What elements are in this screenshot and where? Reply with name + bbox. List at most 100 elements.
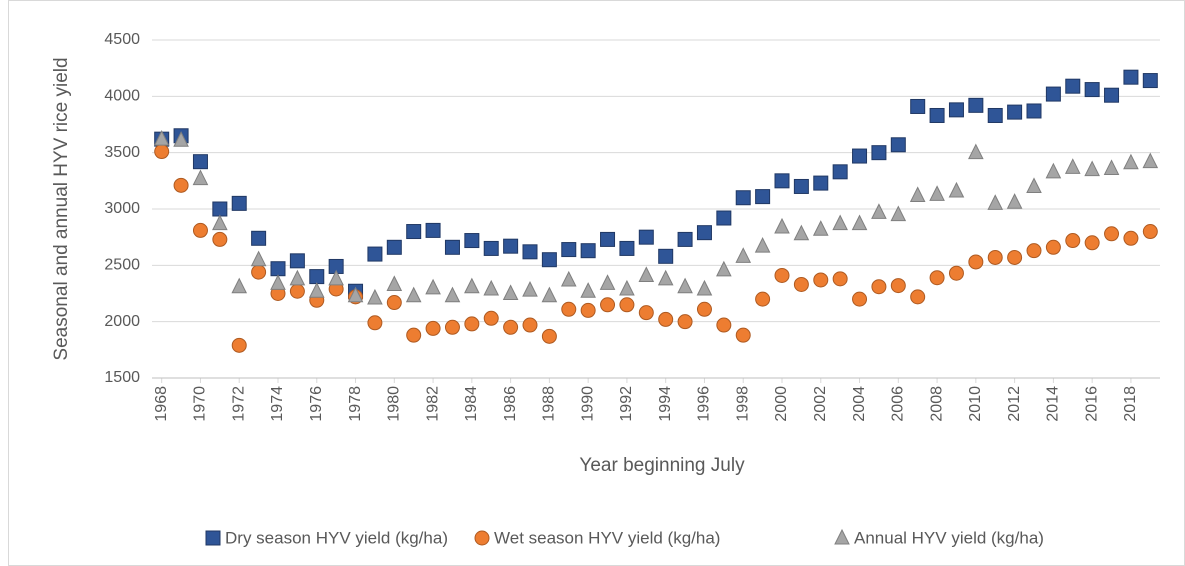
data-point [658, 311, 674, 327]
data-point [444, 319, 460, 335]
data-point [793, 224, 810, 241]
data-point [1084, 160, 1100, 177]
data-point [1007, 104, 1023, 120]
data-point [1045, 86, 1061, 102]
data-point [987, 249, 1003, 265]
data-point [153, 130, 170, 146]
data-point [755, 291, 771, 307]
x-tick-label: 1988 [541, 386, 558, 422]
x-tick-label: 1984 [463, 386, 480, 422]
data-point [483, 240, 499, 256]
data-point [929, 107, 945, 123]
data-point [657, 269, 674, 286]
x-tick-label: 1980 [386, 386, 403, 422]
x-tick-label: 1992 [618, 386, 635, 422]
data-point [212, 214, 228, 231]
data-point [1103, 159, 1120, 175]
data-point [386, 295, 402, 311]
data-point [231, 195, 247, 211]
data-point [464, 277, 480, 294]
data-point [483, 279, 500, 296]
data-point [541, 328, 557, 344]
legend-marker [834, 528, 850, 545]
data-point [405, 286, 422, 303]
data-point [231, 337, 247, 353]
x-axis-title: Year beginning July [579, 455, 745, 476]
data-point [483, 310, 499, 326]
data-point [813, 272, 829, 288]
x-tick-label: 1976 [308, 386, 325, 422]
data-point [1084, 82, 1100, 98]
legend-label: Wet season HYV yield (kg/ha) [494, 528, 720, 547]
data-point [754, 237, 771, 253]
data-point [1123, 230, 1139, 246]
data-point [173, 177, 189, 193]
x-tick-label: 2002 [812, 386, 829, 422]
data-point [386, 239, 402, 255]
data-point [154, 144, 170, 160]
data-point [948, 102, 964, 118]
data-point [425, 222, 441, 238]
y-tick-label: 4000 [104, 88, 140, 105]
data-point [929, 270, 945, 286]
data-point [774, 267, 790, 283]
data-point [851, 214, 868, 231]
x-tick-label: 2000 [773, 386, 790, 422]
data-point [968, 97, 984, 113]
data-point [774, 173, 790, 189]
data-point [192, 222, 208, 238]
data-point [328, 269, 344, 286]
legend-label: Annual HYV yield (kg/ha) [854, 528, 1044, 547]
data-point [309, 269, 325, 285]
data-point [871, 203, 887, 219]
x-tick-label: 2006 [890, 386, 907, 422]
data-point [793, 276, 809, 292]
data-point [503, 238, 519, 254]
x-tick-label: 2016 [1083, 386, 1100, 422]
data-point [968, 143, 984, 160]
data-point [948, 181, 965, 198]
y-axis-title: Seasonal and annual HYV rice yield [51, 57, 72, 360]
x-tick-label: 2008 [928, 386, 945, 422]
data-point [890, 137, 906, 153]
data-point [910, 98, 926, 114]
data-point [832, 271, 848, 287]
data-point [503, 319, 519, 335]
x-tick-label: 1990 [579, 386, 596, 422]
data-point [522, 281, 538, 297]
data-point [716, 210, 732, 226]
data-point [464, 316, 480, 332]
data-point [832, 164, 848, 180]
data-point [774, 217, 790, 234]
data-point [347, 286, 364, 303]
data-point [289, 283, 305, 299]
data-point [1045, 162, 1062, 179]
data-point [638, 305, 654, 321]
data-point [832, 214, 848, 231]
data-point [735, 247, 752, 263]
y-tick-label: 4500 [104, 31, 140, 48]
data-point [658, 248, 674, 264]
data-point [580, 302, 596, 318]
data-point [619, 279, 635, 296]
x-tick-label: 1978 [347, 386, 364, 422]
data-point [1026, 103, 1042, 119]
data-point [308, 282, 325, 298]
data-point [367, 246, 383, 262]
data-point [1026, 177, 1042, 193]
x-tick-label: 1968 [153, 386, 170, 422]
data-point [677, 277, 693, 294]
data-point [250, 250, 267, 267]
data-point [948, 265, 964, 281]
data-point [212, 231, 228, 247]
data-point [289, 269, 306, 286]
data-point [1065, 78, 1081, 94]
data-point [852, 148, 868, 164]
data-point [755, 189, 771, 205]
data-point [561, 242, 577, 258]
x-tick-label: 2014 [1045, 386, 1062, 422]
y-tick-label: 3000 [104, 200, 140, 217]
data-point [580, 282, 596, 298]
data-point [696, 279, 713, 296]
